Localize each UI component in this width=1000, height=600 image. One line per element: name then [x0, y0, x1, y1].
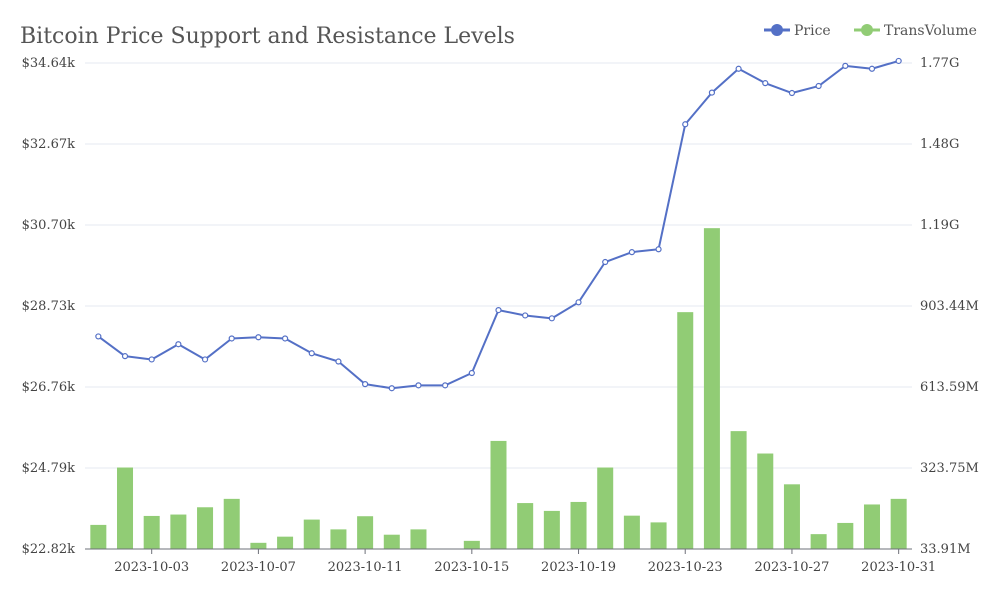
y-right-tick-label: 613.59M [920, 380, 979, 395]
volume-bar[interactable] [250, 542, 267, 549]
price-line-series [95, 57, 902, 392]
price-point[interactable] [388, 385, 395, 392]
price-point[interactable] [682, 121, 689, 128]
volume-bar[interactable] [650, 522, 667, 549]
volume-bar[interactable] [117, 467, 134, 549]
volume-bar[interactable] [197, 507, 214, 549]
price-point[interactable] [842, 62, 849, 69]
price-point[interactable] [442, 382, 449, 389]
price-point[interactable] [602, 258, 609, 266]
price-point[interactable] [895, 57, 902, 65]
price-point[interactable] [335, 358, 342, 365]
y-left-tick-label: $34.64k [22, 56, 75, 71]
volume-bar[interactable] [223, 498, 240, 549]
volume-bars [90, 228, 907, 549]
price-point[interactable] [868, 65, 876, 72]
price-point[interactable] [628, 249, 635, 256]
y-right-tick-label: 323.75M [920, 461, 979, 476]
price-point[interactable] [815, 82, 822, 90]
price-point[interactable] [788, 89, 796, 97]
legend-marker-transvolume [861, 24, 873, 36]
y-left-tick-label: $26.76k [22, 380, 75, 395]
volume-bar[interactable] [90, 524, 107, 549]
x-tick-label: 2023-10-27 [754, 560, 829, 575]
price-point[interactable] [468, 369, 475, 377]
price-point[interactable] [735, 65, 742, 72]
x-tick-label: 2023-10-19 [541, 560, 616, 575]
price-point[interactable] [255, 334, 262, 341]
y-right-tick-label: 1.77G [920, 56, 959, 71]
volume-bar[interactable] [757, 453, 774, 549]
y-right-tick-label: 33.91M [920, 542, 971, 557]
y-left-tick-label: $30.70k [22, 218, 75, 233]
chart-title: Bitcoin Price Support and Resistance Lev… [20, 24, 515, 49]
volume-bar[interactable] [490, 440, 507, 549]
volume-bar[interactable] [623, 515, 640, 549]
volume-bar[interactable] [410, 529, 427, 549]
y-left-tick-label: $28.73k [22, 299, 75, 314]
price-point[interactable] [575, 299, 582, 306]
legend-marker-price [771, 24, 783, 36]
volume-bar[interactable] [170, 514, 187, 549]
price-point[interactable] [762, 80, 769, 87]
x-tick-label: 2023-10-15 [434, 560, 509, 575]
volume-bar[interactable] [543, 510, 560, 549]
price-point[interactable] [228, 335, 235, 342]
volume-bar[interactable] [730, 431, 747, 549]
y-left-tick-label: $22.82k [22, 542, 75, 557]
y-right-tick-label: 903.44M [920, 299, 979, 314]
y-right-tick-label: 1.19G [920, 218, 959, 233]
price-point[interactable] [308, 350, 315, 357]
volume-bar[interactable] [357, 516, 374, 549]
volume-bar[interactable] [330, 529, 347, 549]
price-point[interactable] [201, 356, 209, 363]
volume-bar[interactable] [570, 501, 587, 549]
price-point[interactable] [175, 341, 182, 348]
volume-bar[interactable] [783, 484, 800, 549]
price-point[interactable] [708, 89, 716, 96]
volume-bar[interactable] [863, 504, 880, 549]
x-tick-label: 2023-10-31 [861, 560, 936, 575]
volume-bar[interactable] [463, 540, 480, 549]
volume-bar[interactable] [597, 467, 614, 549]
volume-bar[interactable] [677, 312, 694, 549]
price-point[interactable] [415, 382, 422, 389]
x-tick-label: 2023-10-23 [648, 560, 723, 575]
volume-bar[interactable] [890, 498, 907, 549]
price-point[interactable] [121, 353, 129, 360]
x-tick-label: 2023-10-11 [328, 560, 403, 575]
volume-bar[interactable] [277, 536, 294, 549]
legend-label-price[interactable]: Price [794, 23, 831, 39]
price-point[interactable] [548, 315, 555, 322]
price-point[interactable] [362, 381, 369, 388]
volume-bar[interactable] [303, 519, 320, 549]
y-left-tick-label: $32.67k [22, 137, 75, 152]
price-point[interactable] [148, 356, 155, 363]
price-point[interactable] [522, 312, 529, 319]
volume-bar[interactable] [703, 228, 720, 549]
legend-label-transvolume[interactable]: TransVolume [884, 23, 977, 39]
volume-bar[interactable] [517, 503, 534, 549]
volume-bar[interactable] [837, 522, 854, 549]
grid-lines [85, 62, 912, 469]
volume-bar[interactable] [383, 534, 400, 549]
y-right-tick-label: 1.48G [920, 137, 959, 152]
y-left-tick-label: $24.79k [22, 461, 75, 476]
legend[interactable]: Price TransVolume [764, 23, 977, 39]
volume-bar[interactable] [143, 515, 160, 549]
price-point[interactable] [655, 246, 662, 253]
x-tick-label: 2023-10-03 [114, 560, 189, 575]
price-point[interactable] [495, 307, 502, 314]
x-tick-label: 2023-10-07 [221, 560, 296, 575]
price-point[interactable] [281, 335, 289, 342]
price-point[interactable] [95, 333, 102, 340]
volume-bar[interactable] [810, 534, 827, 549]
axes: $22.82k 33.91M $24.79k 323.75M $26.76k 613.59… [22, 56, 979, 575]
